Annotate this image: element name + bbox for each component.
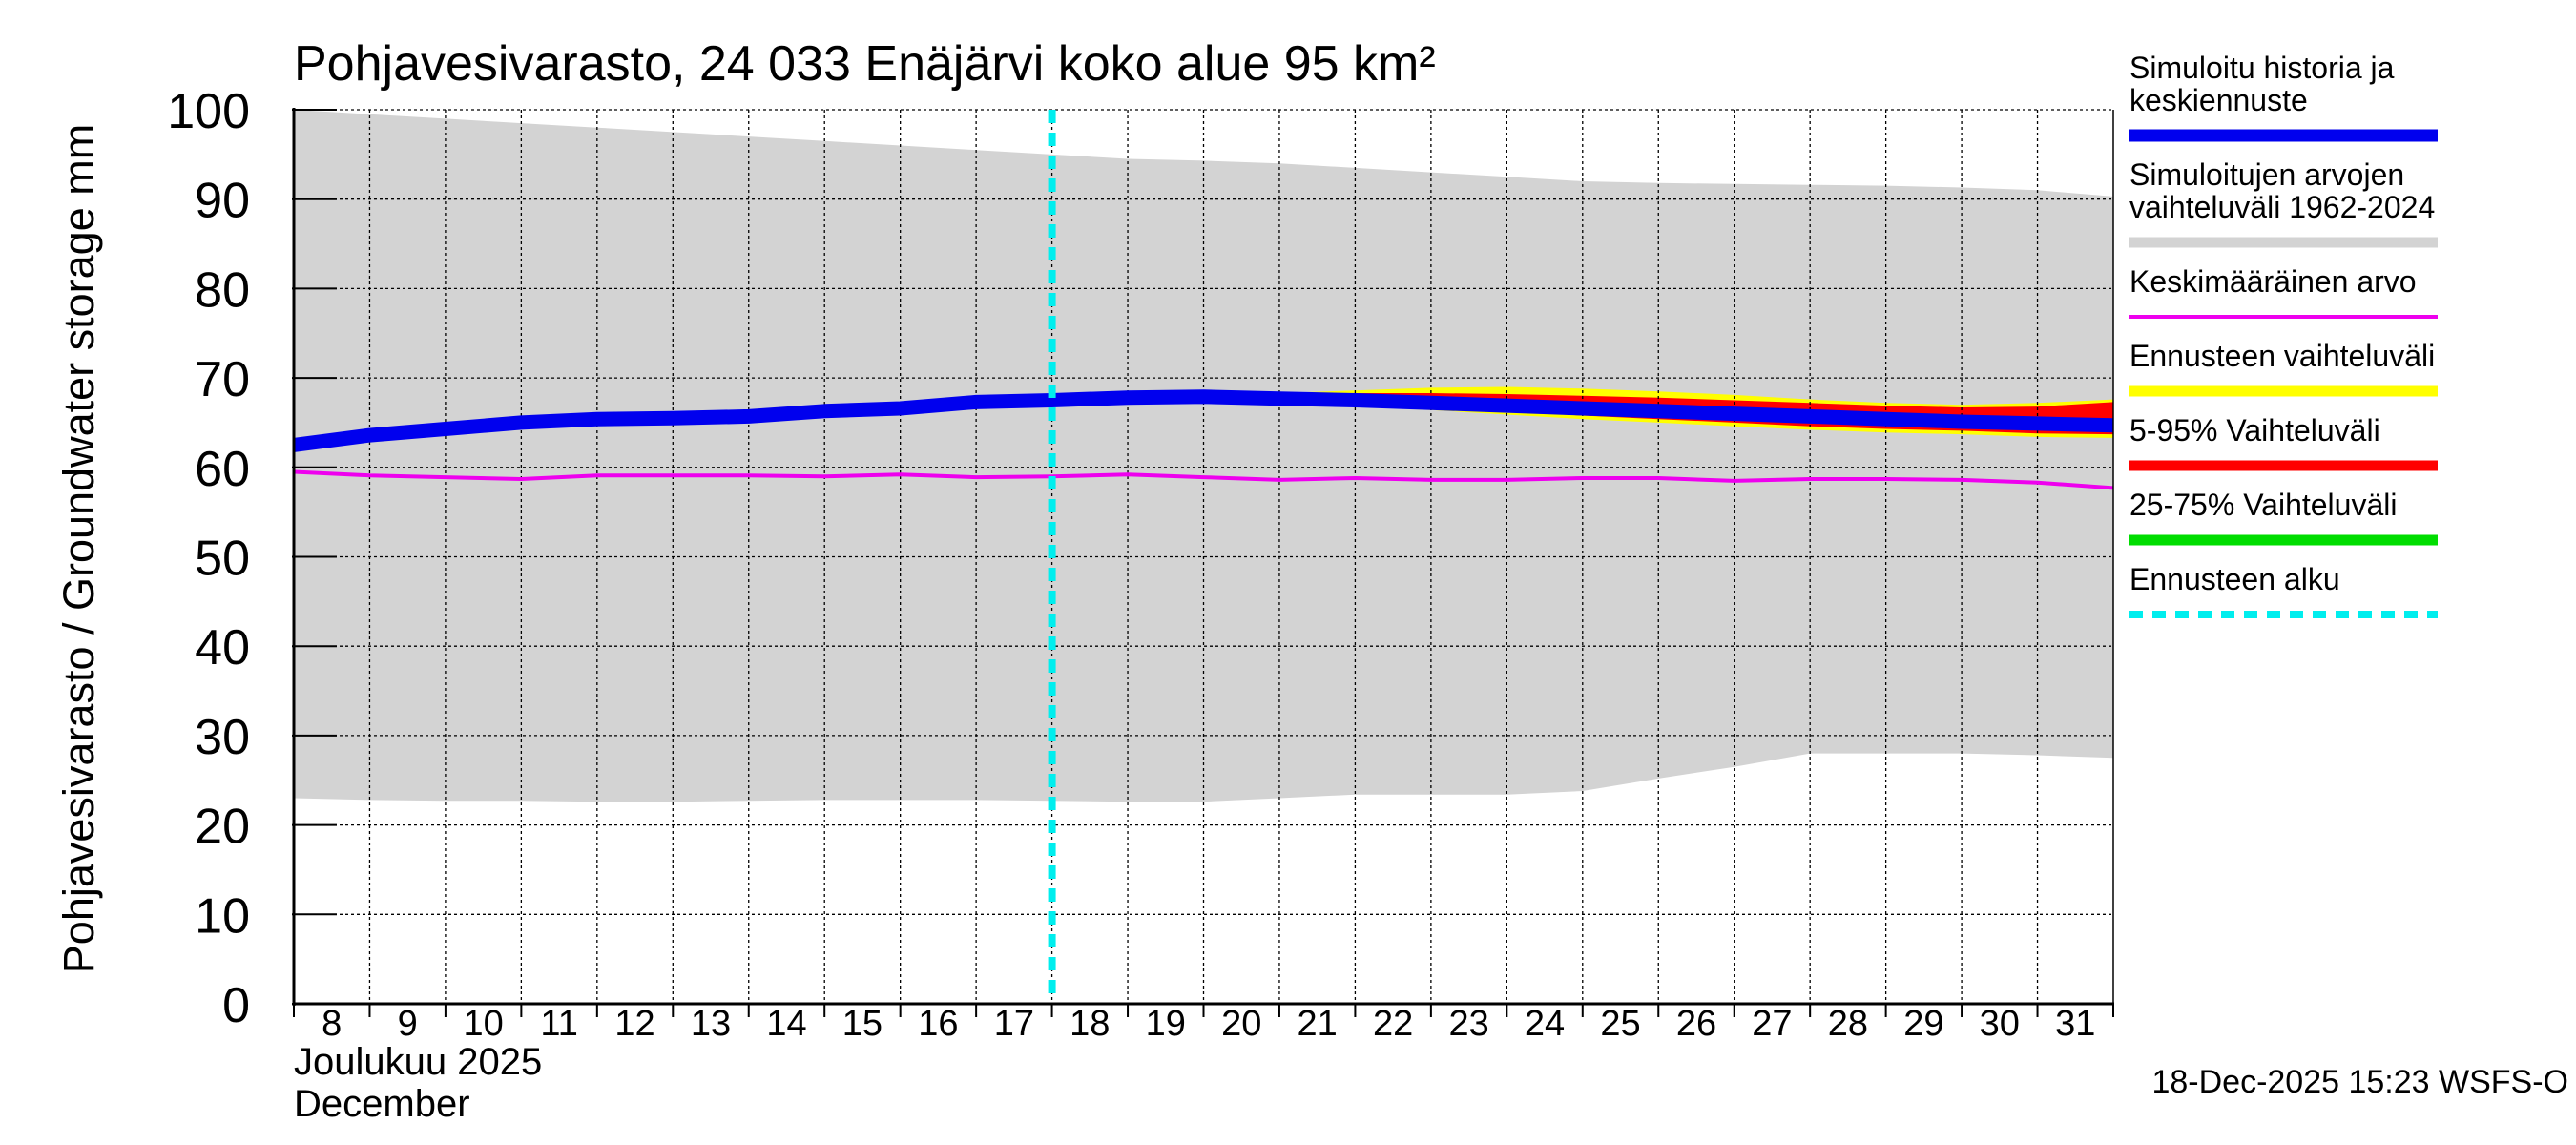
x-tick-label: 15: [842, 1004, 883, 1044]
x-axis-month-label-en: December: [294, 1083, 470, 1125]
legend-label: Simuloitu historia ja: [2129, 51, 2395, 85]
x-tick-label: 20: [1221, 1004, 1261, 1044]
legend-item: Ennusteen vaihteluväli: [2129, 339, 2438, 397]
legend-label: Keskimääräinen arvo: [2129, 264, 2417, 299]
y-axis-label: Pohjavesivarasto / Groundwater storage m…: [54, 124, 103, 973]
x-tick-label: 23: [1448, 1004, 1488, 1044]
legend-label: Simuloitujen arvojen: [2129, 157, 2404, 192]
x-tick-label: 13: [691, 1004, 731, 1044]
x-tick-label: 28: [1828, 1004, 1868, 1044]
x-axis-ticks: 8 9 10 11 12 13 14 15 16 17 18 19 20 21 22 23 24 25 26 27 28…: [293, 1004, 2114, 1044]
legend-item: Ennusteen alku: [2129, 562, 2438, 618]
y-tick-label: 80: [195, 262, 250, 318]
footer-timestamp: 18-Dec-2025 15:23 WSFS-O: [2151, 1064, 2568, 1100]
legend-label: 25-75% Vaihteluväli: [2129, 488, 2397, 522]
x-tick-label: 25: [1600, 1004, 1640, 1044]
chart-title: Pohjavesivarasto, 24 033 Enäjärvi koko a…: [294, 36, 1436, 92]
x-tick-label: 9: [398, 1004, 418, 1044]
x-tick-label: 31: [2055, 1004, 2095, 1044]
legend-label: Ennusteen vaihteluväli: [2129, 339, 2435, 373]
y-tick-label: 40: [195, 620, 250, 676]
x-tick-label: 11: [540, 1004, 577, 1044]
x-tick-label: 8: [322, 1004, 342, 1044]
legend-item: Keskimääräinen arvo: [2129, 264, 2438, 319]
legend-label: 5-95% Vaihteluväli: [2129, 413, 2380, 448]
y-tick-label: 60: [195, 442, 250, 497]
y-tick-label: 20: [195, 800, 250, 855]
mean-line: [293, 469, 2114, 490]
x-tick-label: 30: [1980, 1004, 2020, 1044]
legend-item: 25-75% Vaihteluväli: [2129, 488, 2438, 546]
x-tick-label: 22: [1373, 1004, 1413, 1044]
x-tick-label: 27: [1752, 1004, 1792, 1044]
legend: Simuloitu historia jakeskiennusteSimuloi…: [2129, 51, 2438, 618]
x-tick-label: 17: [994, 1004, 1034, 1044]
y-tick-label: 10: [195, 888, 250, 944]
y-tick-label: 100: [167, 84, 250, 139]
x-tick-label: 18: [1070, 1004, 1110, 1044]
legend-item: 5-95% Vaihteluväli: [2129, 413, 2438, 471]
y-tick-label: 30: [195, 710, 250, 765]
x-tick-label: 21: [1298, 1004, 1338, 1044]
x-tick-label: 16: [918, 1004, 958, 1044]
x-tick-label: 12: [614, 1004, 654, 1044]
simulated-line: [293, 389, 2114, 452]
x-tick-label: 14: [766, 1004, 806, 1044]
x-tick-label: 29: [1903, 1004, 1943, 1044]
y-tick-label: 70: [195, 352, 250, 407]
overlay-layer: [293, 110, 2114, 1004]
legend-label: Ennusteen alku: [2129, 562, 2340, 596]
x-tick-label: 19: [1146, 1004, 1186, 1044]
y-tick-label: 0: [222, 978, 250, 1033]
legend-label: keskiennuste: [2129, 83, 2308, 117]
y-tick-label: 90: [195, 174, 250, 229]
x-tick-label: 10: [464, 1004, 504, 1044]
plot-area: [292, 108, 2114, 1006]
x-tick-label: 26: [1676, 1004, 1716, 1044]
y-tick-label: 50: [195, 531, 250, 587]
x-tick-label: 24: [1525, 1004, 1565, 1044]
legend-label: vaihteluväli 1962-2024: [2129, 190, 2435, 224]
y-axis-ticks: 0 10 20 30 40 50 60 70 80 90 100: [167, 84, 337, 1033]
x-axis-month-label: Joulukuu 2025: [294, 1041, 542, 1083]
